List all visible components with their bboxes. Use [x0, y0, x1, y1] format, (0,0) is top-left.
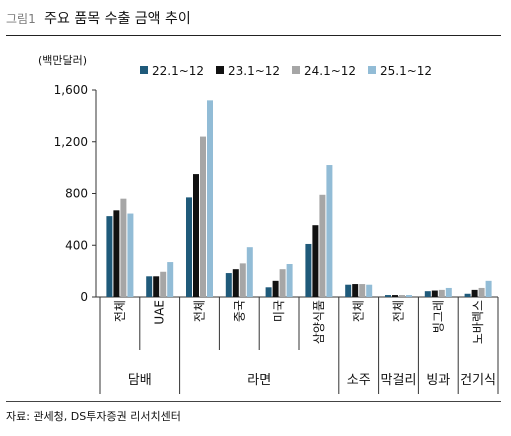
category-label: 삼양식품	[312, 300, 326, 344]
figure-number: 그림1	[6, 12, 36, 26]
bar	[113, 210, 120, 297]
bar	[399, 295, 405, 297]
bar	[385, 295, 391, 297]
bar	[478, 287, 485, 297]
bar	[359, 284, 366, 297]
y-tick-label: 400	[65, 238, 88, 252]
bar	[406, 295, 412, 297]
group-label: 소주	[347, 373, 371, 388]
category-label: 전체	[193, 300, 207, 322]
legend-swatch	[216, 66, 224, 74]
category-label: 전체	[113, 300, 127, 322]
bar	[326, 165, 333, 297]
bar	[225, 273, 232, 297]
figure-title-text: 주요 품목 수출 금액 추이	[44, 11, 191, 27]
bar	[352, 284, 359, 297]
bar	[239, 263, 246, 297]
bar	[471, 289, 478, 297]
group-label: 담배	[128, 373, 152, 388]
bar	[431, 290, 438, 297]
bar	[345, 284, 352, 297]
bar	[485, 280, 492, 297]
group-label: 라면	[247, 373, 271, 388]
bar	[232, 269, 239, 297]
bar-chart: (백만달러) 22.1~12 23.1~12 24.1~12 25.1~12 0 400 80…	[38, 54, 499, 394]
group-label: 빙과	[426, 373, 450, 388]
bar	[106, 216, 113, 297]
bar	[193, 174, 199, 297]
source-rule	[6, 401, 501, 402]
category-label: 전체	[392, 300, 406, 322]
bar	[265, 287, 272, 297]
source-note: 자료: 관세청, DS투자증권 리서치센터	[6, 410, 181, 423]
legend-label: 25.1~12	[380, 64, 432, 78]
bar	[319, 194, 326, 297]
category-label: UAE	[153, 300, 167, 325]
title-rule	[6, 35, 501, 36]
bar	[153, 276, 160, 297]
bar	[464, 293, 471, 297]
bar	[286, 264, 293, 297]
category-label: 전체	[352, 300, 366, 322]
category-label: 중국	[232, 300, 246, 322]
legend-swatch	[292, 66, 300, 74]
legend-label: 23.1~12	[228, 64, 280, 78]
bar	[120, 198, 127, 297]
legend-swatch	[368, 66, 376, 74]
bar	[160, 271, 167, 297]
category-label: 미국	[272, 300, 286, 322]
y-tick-label: 1,600	[54, 83, 88, 97]
figure-title: 그림1 주요 품목 수출 금액 추이	[6, 8, 191, 28]
legend-swatch	[140, 66, 148, 74]
group-label: 건기식	[460, 373, 496, 388]
y-tick-label: 800	[65, 187, 88, 201]
bar	[146, 276, 153, 297]
bar	[424, 291, 431, 297]
bar	[392, 295, 398, 297]
bar	[312, 225, 319, 297]
bar	[200, 136, 206, 297]
bar	[127, 213, 134, 297]
bar	[305, 243, 312, 297]
bar	[186, 197, 192, 297]
legend-label: 22.1~12	[152, 64, 204, 78]
y-unit-label: (백만달러)	[38, 54, 87, 67]
bar	[438, 289, 445, 297]
bar	[366, 284, 373, 297]
bar	[246, 247, 253, 297]
bar	[445, 287, 452, 297]
category-label: 빙그레	[431, 300, 445, 333]
legend-label: 24.1~12	[304, 64, 356, 78]
y-tick-label: 0	[80, 290, 88, 304]
bar	[279, 269, 286, 297]
bar	[167, 262, 174, 297]
group-label: 막걸리	[381, 373, 417, 388]
y-tick-label: 1,200	[54, 135, 88, 149]
bar	[272, 280, 279, 297]
category-label: 노바렉스	[471, 300, 485, 344]
bar	[207, 100, 213, 297]
